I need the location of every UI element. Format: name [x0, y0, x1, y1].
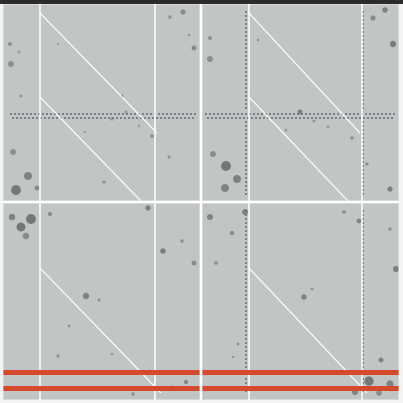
tile-base [3, 203, 200, 400]
speckles [207, 7, 397, 192]
top-border-line [0, 0, 403, 4]
dotted-vertical [245, 11, 364, 195]
tile-art [202, 203, 399, 400]
diagonal-line-2 [247, 95, 349, 201]
tile-base [202, 203, 399, 400]
texture-tile-bottom-left [3, 203, 200, 400]
red-stripe-lower [3, 386, 200, 391]
tile-art [3, 4, 200, 201]
texture-tile-top-left [3, 4, 200, 201]
red-stripe-lower [202, 386, 399, 391]
speckles [8, 205, 197, 396]
texture-tile-top-right [202, 4, 399, 201]
tile-grid [3, 4, 399, 400]
red-stripe-upper [3, 370, 200, 375]
tile-base [202, 4, 399, 201]
diagonal-line-2 [38, 95, 142, 201]
tile-art [3, 203, 200, 400]
speckles [8, 9, 197, 195]
tile-art [202, 4, 399, 201]
texture-tile-bottom-right [202, 203, 399, 400]
tile-base [3, 4, 200, 201]
diagonal-line-1 [247, 11, 361, 134]
red-stripe-upper [202, 370, 399, 375]
dotted-horizontal [10, 113, 196, 119]
diagonal-line-1 [38, 11, 158, 134]
